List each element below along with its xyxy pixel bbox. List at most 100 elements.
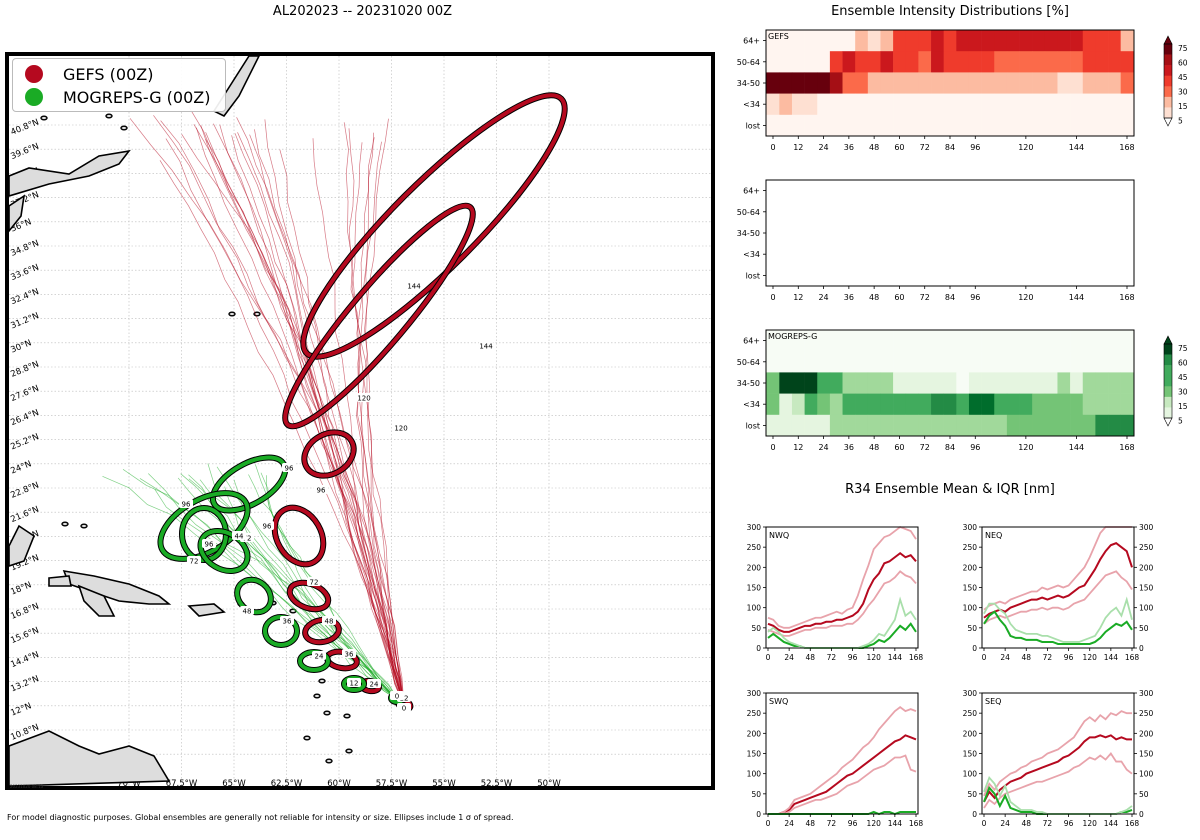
r34-y-tick-label: 300 — [963, 689, 978, 698]
heatmap-cell — [1070, 30, 1084, 52]
heatmap-cell — [905, 114, 919, 137]
heatmap-cell — [1082, 351, 1096, 373]
colorbar-tick: 30 — [1178, 388, 1188, 397]
r34-quadrant-label: SEQ — [985, 697, 1001, 706]
heatmap-cell — [817, 351, 831, 373]
heatmap-cell — [1095, 414, 1109, 437]
heatmap-cell — [931, 330, 944, 352]
heatmap-cell — [779, 114, 793, 137]
r34-x-tick-label: 72 — [827, 653, 837, 662]
heatmap-cell — [829, 414, 843, 437]
r34-y-tick-label-right: 300 — [1139, 689, 1154, 698]
heatmap-cell — [1044, 351, 1058, 373]
lon-label: 55°W — [432, 779, 456, 786]
heatmap-cell — [1057, 93, 1071, 116]
mogreps-label-bg — [312, 651, 326, 660]
gefs-ellipse-label: 48 — [325, 618, 334, 626]
heatmap-cell — [842, 351, 856, 373]
x-tick-label: 0 — [770, 443, 775, 452]
r34-y-tick-label: 250 — [747, 543, 762, 552]
heatmap-cell — [968, 330, 982, 352]
r34-x-tick-label: 72 — [1043, 819, 1053, 828]
heatmap-cell — [867, 393, 881, 416]
row-label: 64+ — [743, 337, 760, 346]
mogreps-label-bg — [280, 616, 294, 625]
heatmap-cell — [1082, 51, 1096, 73]
island — [105, 113, 113, 119]
heatmap-cell — [918, 372, 932, 394]
x-tick-label: 168 — [1119, 443, 1134, 452]
heatmap-cell — [1032, 372, 1046, 394]
heatmap-cell — [943, 351, 957, 373]
heatmap-cell — [1108, 414, 1121, 437]
heatmap-cell — [779, 330, 793, 352]
r34-x-tick-label: 48 — [1022, 819, 1032, 828]
heatmap-cell — [766, 372, 780, 394]
heatmap-cell — [943, 30, 957, 52]
mogreps-ellipse-label: 48 — [243, 608, 252, 616]
legend-marker-mogreps — [25, 88, 43, 106]
heatmap-cell — [855, 393, 869, 416]
heatmap-cell — [994, 372, 1008, 394]
r34-y-tick-label: 0 — [756, 810, 761, 819]
row-label: 34-50 — [737, 79, 760, 88]
colorbar-tick: 75 — [1178, 44, 1188, 53]
heatmap-cell — [956, 351, 970, 373]
heatmap-cell — [817, 114, 831, 137]
heatmap-cell — [804, 351, 818, 373]
heatmap-cell — [1019, 93, 1033, 116]
heatmap-cell — [766, 351, 780, 373]
r34-y-tick-label: 100 — [747, 770, 762, 779]
colorbar-tick: 5 — [1178, 417, 1183, 426]
gefs-member-track — [356, 132, 405, 707]
heatmap-cell — [943, 93, 957, 116]
heatmap-cell — [1006, 330, 1020, 352]
r34-y-tick-label-right: 250 — [1139, 543, 1154, 552]
heatmap-cell — [968, 51, 982, 73]
r34-x-tick-label: 144 — [1104, 819, 1119, 828]
row-label: lost — [746, 421, 760, 430]
x-tick-label: 24 — [818, 143, 828, 152]
heatmap-cell — [829, 51, 843, 73]
heatmap-cell — [842, 114, 856, 137]
heatmap-cell — [1108, 93, 1121, 116]
heatmap-cell — [956, 93, 970, 116]
heatmap-cell — [1019, 114, 1033, 137]
heatmap-cell — [791, 114, 805, 137]
heatmap-cell — [893, 51, 907, 73]
mogreps-ellipse-label: 96 — [182, 501, 191, 509]
x-tick-label: 144 — [1069, 293, 1084, 302]
r34-y-tick-label-right: 100 — [1139, 770, 1154, 779]
gefs-ellipse — [272, 505, 326, 567]
heatmap-cell — [842, 51, 856, 73]
colorbar-segment — [1164, 344, 1172, 355]
x-tick-label: 84 — [945, 143, 955, 152]
heatmap-cell — [1032, 114, 1046, 137]
heatmap-cell — [968, 393, 982, 416]
colorbar-segment — [1164, 54, 1172, 66]
heatmap-cell — [931, 30, 944, 52]
heatmap-cell — [1070, 51, 1084, 73]
heatmap-cell — [981, 114, 995, 137]
heatmap-cell — [1019, 330, 1033, 352]
colorbar-segment — [1164, 96, 1172, 108]
heatmap-cell — [829, 93, 843, 116]
heatmap-cell — [880, 372, 894, 394]
gefs-ellipse — [303, 617, 341, 645]
mogreps-label-bg — [240, 606, 254, 615]
heatmap-cell — [842, 372, 856, 394]
r34-y-tick-label: 250 — [963, 543, 978, 552]
r34-series-gefs-p25 — [983, 570, 1133, 625]
r34-x-tick-label: 0 — [766, 819, 771, 828]
heatmap-cell — [893, 114, 907, 137]
mogreps-ellipse-label: 12 — [350, 680, 359, 688]
gefs-label-bg — [394, 423, 408, 432]
heatmap-cell — [943, 51, 957, 73]
r34-x-tick-label: 168 — [909, 653, 924, 662]
heatmap-cell — [981, 30, 995, 52]
heatmap-cell — [1070, 330, 1084, 352]
heatmap-cell — [1057, 414, 1071, 437]
r34-y-tick-label: 0 — [756, 644, 761, 653]
panel-name: GEFS — [768, 32, 789, 41]
heatmap-cell — [791, 93, 805, 116]
